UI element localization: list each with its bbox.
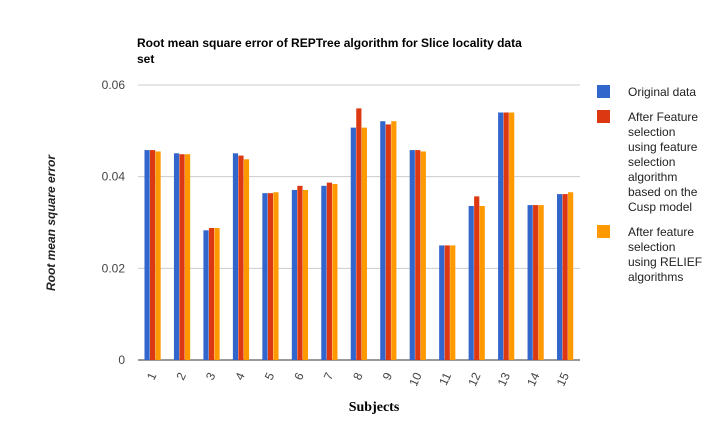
bar-14-series-2 bbox=[533, 205, 539, 360]
legend-swatch-series-1 bbox=[597, 85, 610, 98]
chart-title: Root mean square error of REPTree algori… bbox=[137, 36, 522, 66]
x-tick-label: 2 bbox=[173, 370, 189, 382]
bar-8-series-1 bbox=[350, 127, 356, 360]
bar-6-series-2 bbox=[297, 185, 303, 360]
bar-6-series-3 bbox=[302, 189, 309, 360]
x-tick-label: 14 bbox=[524, 370, 542, 388]
legend-label-series-2: using feature bbox=[628, 140, 698, 154]
legend-swatch-series-2 bbox=[597, 110, 610, 123]
x-tick-label: 9 bbox=[380, 370, 396, 382]
chart-title-line-1: Root mean square error of REPTree algori… bbox=[137, 36, 522, 50]
x-tick-label: 15 bbox=[554, 370, 572, 388]
x-tick-label: 5 bbox=[262, 370, 278, 382]
x-tick-label: 10 bbox=[406, 370, 424, 388]
legend-label-series-2: selection bbox=[628, 155, 675, 169]
legend-swatch-series-3 bbox=[597, 225, 610, 238]
bar-7-series-3 bbox=[332, 184, 338, 360]
bar-4-series-1 bbox=[232, 153, 239, 360]
x-tick-label: 3 bbox=[203, 370, 219, 382]
bar-9-series-1 bbox=[380, 121, 386, 360]
legend-label-series-3: using RELIEF bbox=[628, 255, 702, 269]
bar-2-series-1 bbox=[173, 153, 180, 360]
bar-15-series-3 bbox=[568, 192, 574, 360]
y-axis-label: Root mean square error bbox=[44, 154, 58, 291]
bar-5-series-3 bbox=[273, 192, 279, 360]
bar-15-series-2 bbox=[562, 194, 568, 360]
x-tick-label: 4 bbox=[232, 370, 248, 382]
legend-label-series-3: After feature bbox=[628, 225, 694, 239]
bar-7-series-2 bbox=[326, 182, 332, 360]
bar-1-series-1 bbox=[144, 150, 150, 360]
chart-title-line-2: set bbox=[137, 52, 154, 66]
bar-8-series-2 bbox=[356, 108, 362, 360]
bar-5-series-2 bbox=[267, 193, 274, 360]
bar-13-series-3 bbox=[509, 112, 515, 360]
bar-3-series-3 bbox=[214, 228, 220, 360]
legend-label-series-2: Cusp model bbox=[628, 200, 692, 214]
bar-14-series-1 bbox=[527, 205, 533, 360]
bar-4-series-3 bbox=[243, 159, 250, 360]
bar-4-series-2 bbox=[238, 155, 244, 360]
bar-2-series-2 bbox=[179, 154, 185, 360]
x-tick-label: 6 bbox=[291, 370, 307, 382]
x-axis-label: Subjects bbox=[349, 400, 400, 415]
y-axis-ticks: 0 0.02 0.04 0.06 bbox=[102, 78, 126, 367]
bar-11-series-3 bbox=[450, 245, 456, 360]
bar-3-series-1 bbox=[203, 230, 209, 360]
x-axis-ticks: 1 2 3 4 5 6 7 8 9 10 11 12 13 14 15 bbox=[144, 370, 572, 388]
x-tick-label: 7 bbox=[321, 370, 337, 382]
bars bbox=[144, 108, 574, 361]
bar-3-series-2 bbox=[208, 228, 215, 360]
bar-9-series-3 bbox=[391, 121, 397, 360]
bar-9-series-2 bbox=[385, 124, 391, 361]
legend-label-series-2: based on the bbox=[628, 185, 698, 199]
bar-15-series-1 bbox=[557, 194, 563, 360]
x-tick-label: 11 bbox=[436, 370, 454, 388]
x-tick-label: 1 bbox=[144, 370, 160, 382]
legend-label-series-2: After Feature bbox=[628, 110, 698, 124]
legend-label-series-1: Original data bbox=[628, 85, 696, 99]
bar-12-series-1 bbox=[468, 206, 474, 360]
bar-14-series-3 bbox=[538, 205, 544, 360]
x-tick-label: 12 bbox=[465, 370, 483, 388]
bar-13-series-2 bbox=[503, 112, 509, 360]
x-tick-label: 8 bbox=[350, 370, 366, 382]
y-tick-label: 0 bbox=[118, 353, 125, 367]
bar-5-series-1 bbox=[262, 193, 268, 360]
bar-12-series-2 bbox=[474, 196, 480, 360]
bar-1-series-2 bbox=[149, 150, 156, 360]
bar-1-series-3 bbox=[155, 151, 161, 360]
bar-10-series-1 bbox=[409, 150, 415, 360]
bar-6-series-1 bbox=[291, 189, 298, 360]
bar-10-series-2 bbox=[415, 150, 421, 360]
y-tick-label: 0.02 bbox=[102, 261, 126, 275]
bar-10-series-3 bbox=[420, 151, 426, 360]
bar-12-series-3 bbox=[479, 206, 485, 360]
legend-label-series-2: selection bbox=[628, 125, 675, 139]
legend-label-series-3: selection bbox=[628, 240, 675, 254]
y-tick-label: 0.04 bbox=[102, 170, 126, 184]
legend-label-series-2: algorithm bbox=[628, 170, 677, 184]
bar-7-series-1 bbox=[321, 185, 327, 360]
bar-13-series-1 bbox=[498, 112, 504, 360]
legend-label-series-3: algorithms bbox=[628, 270, 683, 284]
bar-11-series-2 bbox=[444, 245, 450, 360]
y-tick-label: 0.06 bbox=[102, 78, 126, 92]
bar-11-series-1 bbox=[439, 245, 445, 360]
bar-2-series-3 bbox=[184, 154, 191, 360]
bar-8-series-3 bbox=[361, 127, 367, 360]
x-tick-label: 13 bbox=[495, 370, 513, 388]
